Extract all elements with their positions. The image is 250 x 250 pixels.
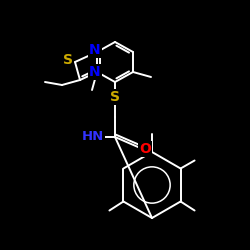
Text: S: S — [110, 90, 120, 104]
Text: HN: HN — [82, 130, 104, 143]
Text: N: N — [89, 65, 101, 79]
Text: S: S — [63, 53, 73, 67]
Text: N: N — [89, 43, 101, 57]
Text: O: O — [139, 142, 151, 156]
